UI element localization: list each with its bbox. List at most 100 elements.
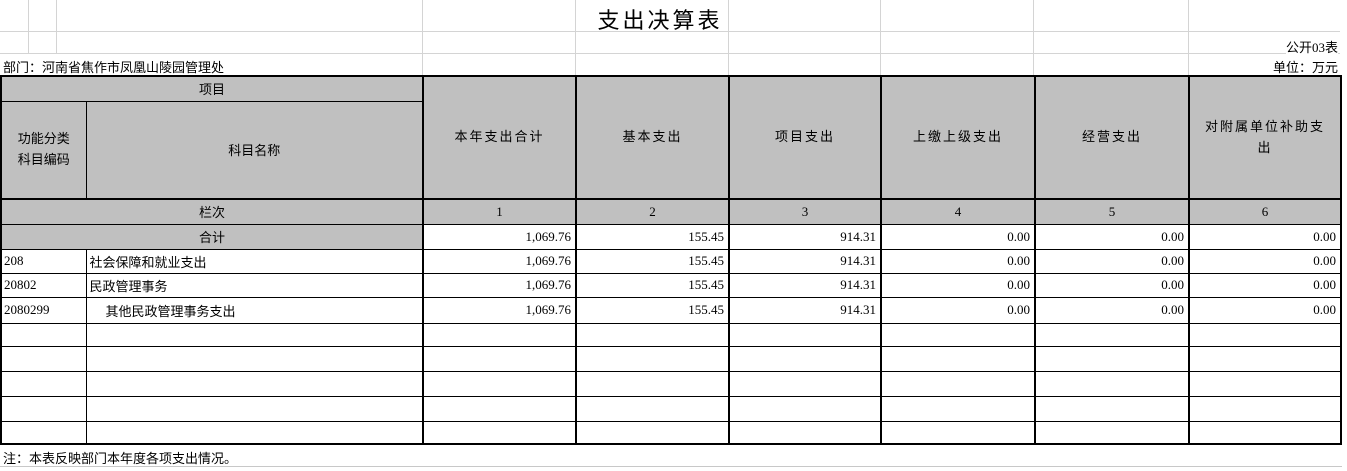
empty-cell — [728, 395, 882, 422]
empty-cell — [1188, 420, 1342, 445]
row-value: 1,069.76 — [422, 296, 577, 324]
column-index: 3 — [728, 198, 882, 225]
empty-cell — [728, 345, 882, 372]
header-project-expense: 项目支出 — [728, 75, 882, 200]
total-value: 0.00 — [880, 223, 1036, 250]
row-name: 民政管理事务 — [85, 272, 424, 298]
row-value: 155.45 — [575, 272, 730, 298]
empty-row — [0, 345, 1342, 372]
header-row-project: 项目 本年支出合计 基本支出 项目支出 上缴上级支出 经营支出 对附属单位补助支… — [0, 75, 1342, 200]
row-code: 2080299 — [0, 296, 87, 324]
header-upturn-expense: 上缴上级支出 — [880, 75, 1036, 200]
empty-cell — [0, 370, 87, 397]
empty-cell — [575, 395, 730, 422]
row-value: 1,069.76 — [422, 248, 577, 274]
empty-cell — [728, 370, 882, 397]
total-value: 155.45 — [575, 223, 730, 250]
header-total-expense: 本年支出合计 — [422, 75, 577, 200]
page-title: 支出决算表 — [597, 8, 723, 33]
row-value: 0.00 — [1034, 248, 1190, 274]
empty-cell — [1188, 370, 1342, 397]
empty-cell — [880, 370, 1036, 397]
gridline — [0, 31, 1340, 32]
row-value: 0.00 — [1034, 272, 1190, 298]
row-value: 0.00 — [1034, 296, 1190, 324]
empty-cell — [1034, 322, 1190, 347]
column-index: 1 — [422, 198, 577, 225]
total-row: 合计 1,069.76 155.45 914.31 0.00 0.00 0.00 — [0, 223, 1342, 250]
header-operating-expense: 经营支出 — [1034, 75, 1190, 200]
empty-row — [0, 395, 1342, 422]
empty-cell — [575, 370, 730, 397]
row-name: 社会保障和就业支出 — [85, 248, 424, 274]
gridline — [0, 466, 1342, 467]
column-index: 2 — [575, 198, 730, 225]
note-line: 注：本表反映部门本年度各项支出情况。 — [3, 451, 238, 466]
row-value: 914.31 — [728, 272, 882, 298]
column-index: 4 — [880, 198, 1036, 225]
column-index-label: 栏次 — [0, 198, 424, 225]
empty-cell — [1188, 395, 1342, 422]
gridline — [1188, 0, 1189, 75]
gridline — [422, 0, 423, 75]
empty-cell — [1034, 345, 1190, 372]
empty-row — [0, 322, 1342, 347]
total-value: 1,069.76 — [422, 223, 577, 250]
gridline — [575, 0, 576, 75]
empty-cell — [85, 420, 424, 445]
empty-cell — [85, 322, 424, 347]
data-row: 208 社会保障和就业支出 1,069.76 155.45 914.31 0.0… — [0, 248, 1342, 274]
column-index: 6 — [1188, 198, 1342, 225]
row-value: 0.00 — [880, 296, 1036, 324]
row-code: 208 — [0, 248, 87, 274]
row-value: 155.45 — [575, 248, 730, 274]
row-value: 914.31 — [728, 296, 882, 324]
empty-cell — [0, 395, 87, 422]
gridline — [0, 53, 1340, 54]
department-label: 部门：河南省焦作市凤凰山陵园管理处 — [3, 57, 225, 76]
header-basic-expense: 基本支出 — [575, 75, 730, 200]
empty-cell — [575, 345, 730, 372]
empty-cell — [880, 420, 1036, 445]
empty-cell — [1188, 322, 1342, 347]
row-value: 0.00 — [1188, 272, 1342, 298]
empty-cell — [422, 345, 577, 372]
data-row: 20802 民政管理事务 1,069.76 155.45 914.31 0.00… — [0, 272, 1342, 298]
header-subsidy-expense: 对附属单位补助支出 — [1188, 75, 1342, 200]
total-value: 0.00 — [1188, 223, 1342, 250]
empty-cell — [422, 322, 577, 347]
empty-cell — [1034, 420, 1190, 445]
column-index-row: 栏次 1 2 3 4 5 6 — [0, 198, 1342, 225]
row-value: 1,069.76 — [422, 272, 577, 298]
row-value: 914.31 — [728, 248, 882, 274]
gridline — [728, 0, 729, 75]
empty-cell — [575, 420, 730, 445]
total-label: 合计 — [0, 223, 424, 250]
empty-cell — [728, 322, 882, 347]
unit-label: 单位：万元 — [1272, 57, 1338, 76]
gridline — [28, 0, 29, 53]
row-value: 0.00 — [880, 248, 1036, 274]
empty-cell — [0, 420, 87, 445]
gridline — [1033, 0, 1034, 75]
empty-cell — [422, 420, 577, 445]
header-function-code: 功能分类科目编码 — [0, 100, 87, 200]
header-project: 项目 — [0, 75, 424, 102]
column-index: 5 — [1034, 198, 1190, 225]
row-code: 20802 — [0, 272, 87, 298]
empty-cell — [1034, 370, 1190, 397]
empty-cell — [422, 395, 577, 422]
row-value: 0.00 — [1188, 248, 1342, 274]
gridline — [56, 0, 57, 53]
empty-cell — [0, 345, 87, 372]
empty-cell — [880, 322, 1036, 347]
expenditure-table: 项目 本年支出合计 基本支出 项目支出 上缴上级支出 经营支出 对附属单位补助支… — [0, 75, 1343, 445]
total-value: 914.31 — [728, 223, 882, 250]
empty-cell — [728, 420, 882, 445]
empty-row — [0, 420, 1342, 445]
row-value: 0.00 — [1188, 296, 1342, 324]
empty-cell — [880, 395, 1036, 422]
empty-cell — [85, 395, 424, 422]
empty-cell — [1034, 395, 1190, 422]
